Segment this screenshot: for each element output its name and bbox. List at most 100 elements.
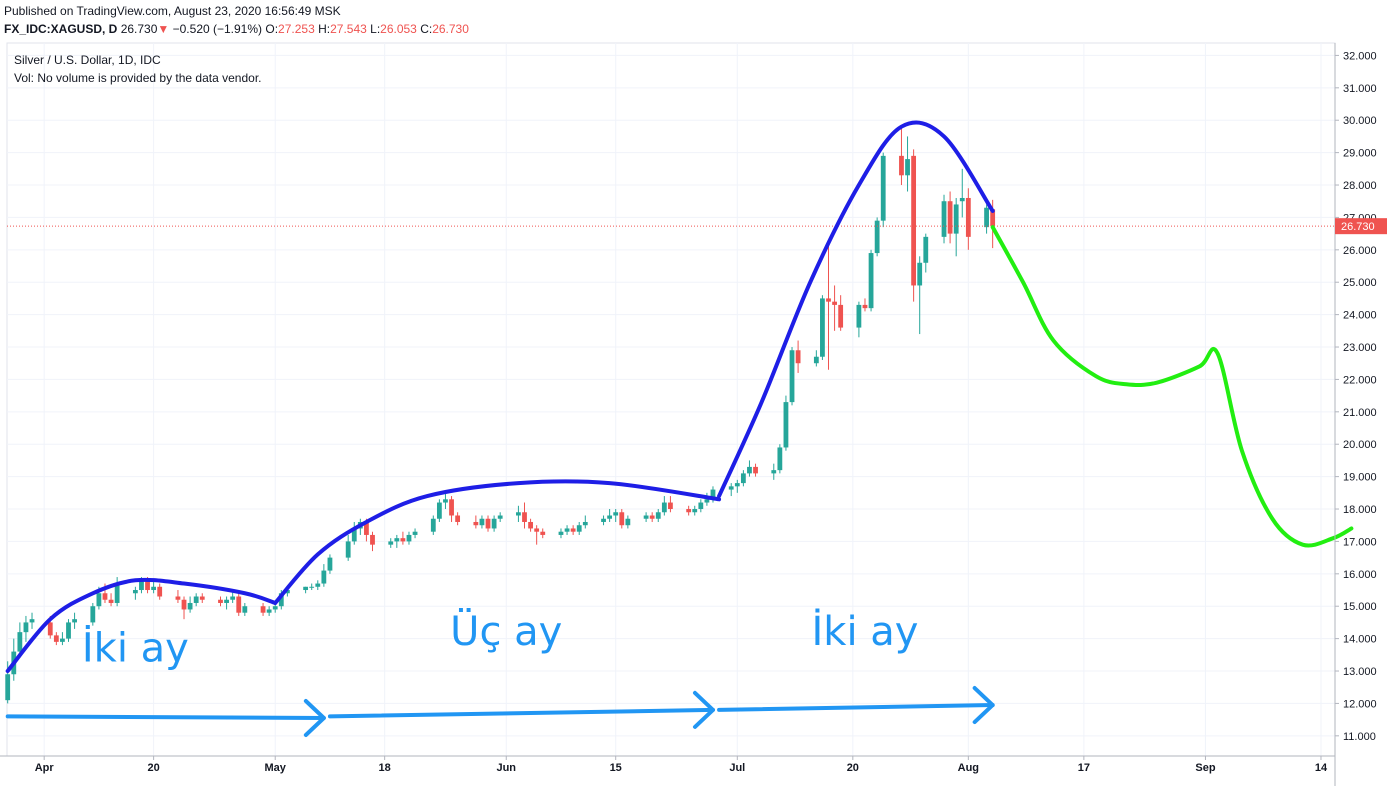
- candle-body: [813, 356, 819, 364]
- y-tick-label: 17.000: [1343, 536, 1377, 548]
- time-arrow: [717, 703, 995, 712]
- y-tick-label: 26.000: [1343, 245, 1377, 257]
- symbol-info-bar: FX_IDC:XAGUSD, D 26.730▼ −0.520 (−1.91%)…: [4, 22, 469, 36]
- candle-body: [880, 155, 886, 221]
- candle-body: [53, 635, 59, 642]
- y-tick-label: 24.000: [1343, 310, 1377, 322]
- candle-body: [72, 619, 77, 623]
- low-value: 26.053: [380, 22, 417, 36]
- candle-body: [734, 483, 740, 487]
- candle-body: [260, 606, 266, 613]
- y-tick-label: 11.000: [1343, 731, 1376, 743]
- candle-body: [534, 528, 540, 532]
- candle-body: [96, 593, 102, 607]
- candle-body: [941, 201, 947, 237]
- candle-body: [491, 518, 497, 529]
- candle-body: [309, 586, 315, 588]
- candle-body: [905, 159, 910, 176]
- candle-body: [17, 632, 23, 652]
- candle-body: [613, 512, 619, 516]
- candle-body: [959, 197, 965, 202]
- candle-body: [60, 638, 65, 642]
- candle-body: [199, 596, 205, 600]
- y-tick-label: 13.000: [1343, 666, 1377, 678]
- candle-body: [443, 499, 448, 503]
- candle-body: [625, 518, 631, 526]
- last-price: 26.730: [120, 22, 158, 36]
- candle-body: [795, 350, 801, 364]
- candle-body: [862, 304, 868, 309]
- x-tick-label: Jul: [729, 762, 745, 774]
- y-tick-label: 29.000: [1343, 148, 1377, 160]
- candle-body: [522, 512, 527, 522]
- candle-body: [643, 515, 649, 519]
- time-arrow: [327, 707, 715, 719]
- candle-body: [655, 512, 661, 519]
- candle-body: [728, 486, 734, 490]
- y-tick-label: 31.000: [1343, 83, 1377, 95]
- symbol-name[interactable]: FX_IDC:XAGUSD, D: [4, 22, 118, 36]
- candle-body: [619, 512, 625, 526]
- x-tick-label: Sep: [1195, 762, 1215, 774]
- candle-body: [102, 593, 108, 600]
- candle-body: [661, 502, 667, 513]
- arc-drawing: [717, 120, 995, 499]
- time-arrow: [5, 714, 326, 720]
- x-tick-label: Jun: [496, 762, 516, 774]
- candle-body: [242, 606, 248, 613]
- drawings-layer: İki ay Üç ay İki ay: [5, 120, 1354, 737]
- candle-body: [832, 301, 837, 305]
- x-tick-label: Aug: [958, 762, 979, 774]
- candle-body: [479, 518, 485, 526]
- candle-body: [224, 599, 229, 603]
- candle-body: [23, 622, 29, 633]
- y-tick-label: 32.000: [1343, 50, 1377, 62]
- projection-drawing: [990, 225, 1354, 548]
- x-tick-label: 17: [1078, 762, 1090, 774]
- open-label: O:: [265, 22, 279, 36]
- candle-body: [777, 447, 783, 471]
- candle-body: [406, 534, 412, 542]
- candle-body: [278, 593, 284, 607]
- arc-drawing: [273, 479, 722, 605]
- candle-body: [364, 521, 369, 535]
- candle-body: [899, 155, 904, 176]
- time-axis[interactable]: Apr20May18Jun15Jul20Aug17Sep14Oct: [0, 755, 1396, 774]
- candle-body: [528, 521, 533, 529]
- candle-body: [327, 557, 333, 571]
- y-tick-label: 22.000: [1343, 374, 1377, 386]
- close-label: C:: [420, 22, 433, 36]
- y-tick-label: 18.000: [1343, 504, 1377, 516]
- candle-body: [649, 515, 655, 519]
- candle-body: [230, 596, 236, 600]
- close-value: 26.730: [432, 22, 469, 36]
- candle-body: [430, 518, 436, 532]
- duration-label: İki ay: [82, 623, 189, 671]
- candle-body: [753, 466, 758, 474]
- candle-body: [516, 512, 521, 516]
- candle-body: [582, 521, 588, 526]
- candle-body: [947, 201, 953, 234]
- y-tick-label: 19.000: [1343, 472, 1377, 484]
- candle-body: [436, 502, 442, 519]
- candle-body: [668, 502, 673, 510]
- last-price-tag: [1335, 218, 1387, 235]
- y-tick-label: 21.000: [1343, 407, 1377, 419]
- y-tick-label: 14.000: [1343, 634, 1377, 646]
- x-tick-label: 20: [147, 762, 159, 774]
- candle-body: [576, 525, 582, 532]
- candle-body: [272, 606, 278, 610]
- candle-body: [114, 583, 120, 603]
- candle-body: [157, 586, 163, 597]
- price-axis[interactable]: 11.000 12.000 13.000 14.000 15.000 16.000 17.0…: [1334, 43, 1387, 786]
- candle-body: [540, 531, 546, 535]
- candle-body: [783, 402, 789, 448]
- candle-body: [826, 298, 831, 302]
- last-price-tag-label: 26.730: [1341, 221, 1375, 233]
- candle-body: [175, 596, 181, 600]
- candle-body: [923, 236, 929, 263]
- candle-body: [66, 622, 71, 639]
- published-text: Published on TradingView.com, August 23,…: [4, 4, 341, 18]
- candle-body: [412, 531, 418, 535]
